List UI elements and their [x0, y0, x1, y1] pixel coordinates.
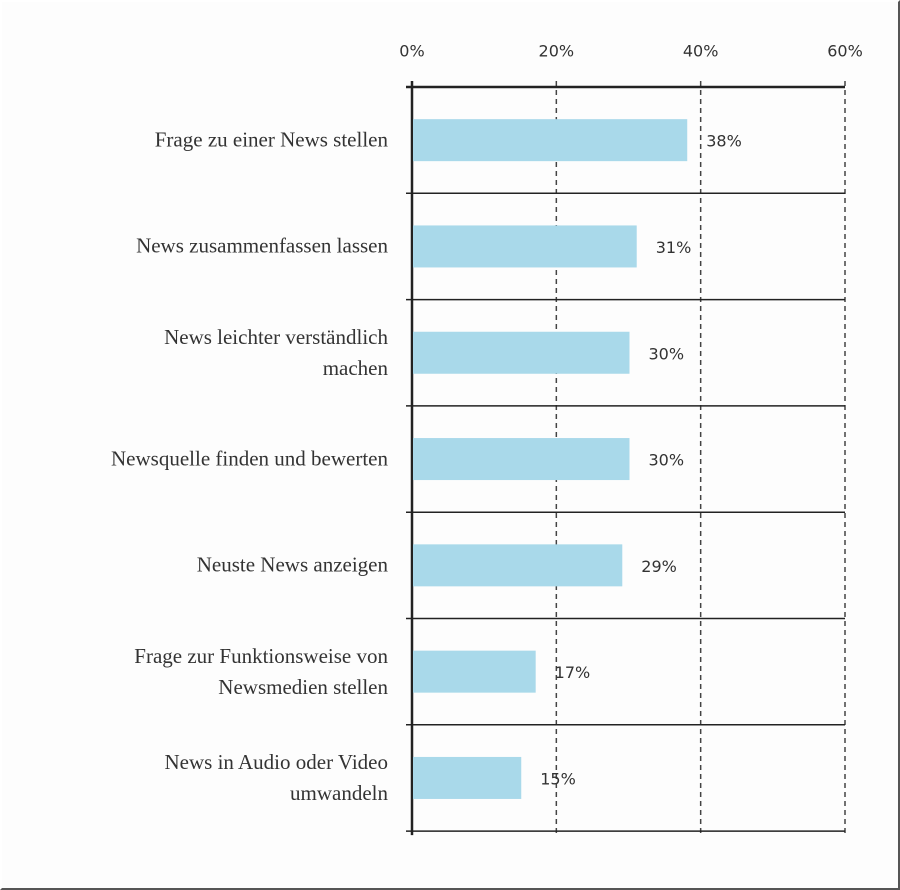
x-tick-label: 40% — [683, 42, 719, 61]
bar — [413, 119, 688, 162]
bar — [413, 650, 536, 693]
bar — [413, 225, 637, 268]
bar — [413, 544, 623, 587]
bar — [413, 331, 630, 374]
category-label: Neuste News anzeigen — [196, 552, 388, 577]
value-label: 17% — [555, 663, 591, 682]
bar — [413, 756, 522, 799]
category-label: Frage zu einer News stellen — [154, 127, 388, 152]
category-label: News zusammenfassen lassen — [136, 233, 388, 258]
value-label: 38% — [706, 132, 742, 151]
value-label: 15% — [540, 769, 576, 788]
value-label: 30% — [649, 451, 685, 470]
value-label: 31% — [656, 238, 692, 257]
category-label: Frage zur Funktionsweise von Newsmedien … — [134, 643, 388, 699]
category-label: News in Audio oder Video umwandeln — [164, 749, 389, 805]
x-tick-label: 20% — [539, 42, 575, 61]
x-tick-label: 60% — [827, 42, 863, 61]
bar — [413, 438, 630, 481]
category-label: News leichter verständlich machen — [164, 324, 388, 380]
value-label: 30% — [649, 344, 685, 363]
category-label: Newsquelle finden und bewerten — [111, 446, 388, 471]
x-tick-label: 0% — [399, 42, 424, 61]
value-label: 29% — [641, 557, 677, 576]
